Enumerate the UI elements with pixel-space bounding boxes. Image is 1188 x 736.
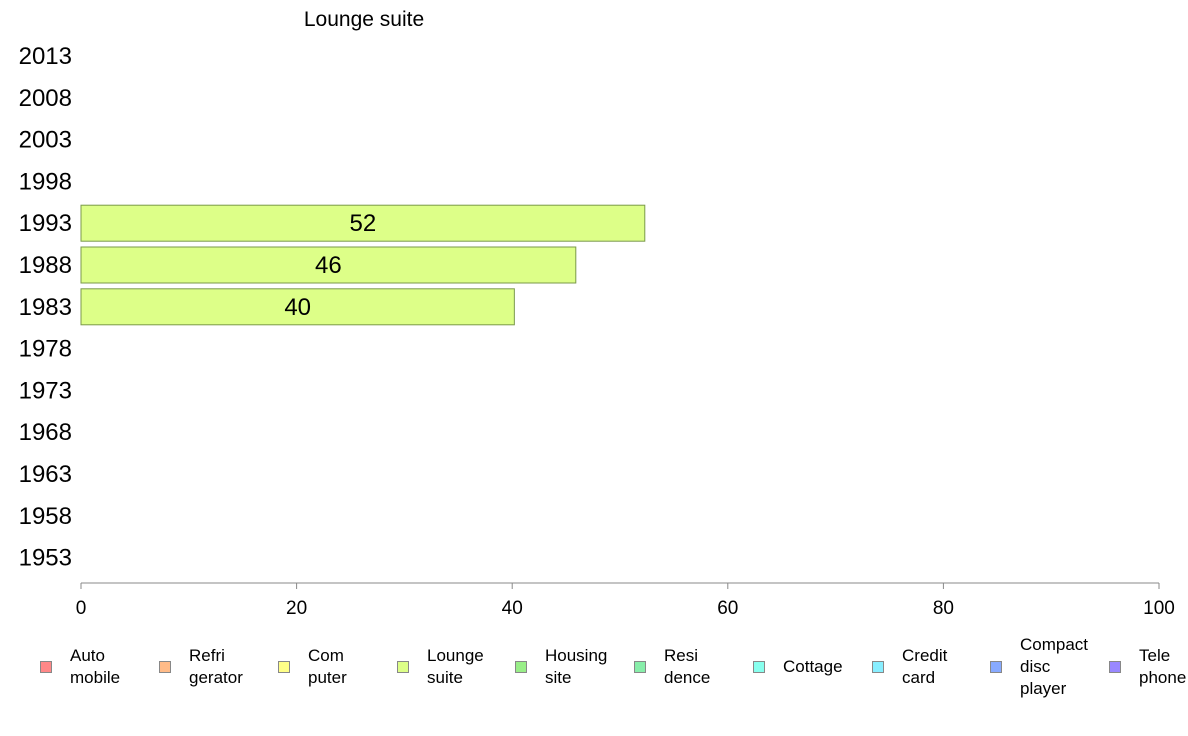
x-tick-label: 100 <box>1143 598 1175 619</box>
legend-item: Auto mobile <box>40 632 120 702</box>
x-tick-label: 0 <box>76 598 87 619</box>
legend-label: Cottage <box>783 657 843 676</box>
y-tick-label: 1958 <box>19 503 72 530</box>
x-axis: 0 20 40 60 80 100 <box>76 582 1175 619</box>
x-tick-label: 80 <box>933 598 954 619</box>
legend-swatch <box>159 661 171 673</box>
legend-label: Resi dence <box>664 646 711 687</box>
y-tick-label: 1973 <box>19 377 72 404</box>
legend-label: Lounge suite <box>427 646 484 687</box>
legend-item: Compact disc player <box>990 632 1088 702</box>
y-tick-label: 1988 <box>19 252 72 279</box>
legend-swatch <box>753 661 765 673</box>
legend-label: Credit card <box>902 646 948 687</box>
x-tick-label: 20 <box>286 598 307 619</box>
bar-value-label: 46 <box>315 252 342 279</box>
x-tick-label: 60 <box>717 598 738 619</box>
legend-swatch <box>1109 661 1121 673</box>
legend-item: Com puter <box>278 632 347 702</box>
legend-item: Cottage <box>753 632 843 702</box>
legend-item: Resi dence <box>634 632 710 702</box>
legend-label: Com puter <box>308 646 347 687</box>
y-tick-label: 1993 <box>19 210 72 237</box>
chart-title: Lounge suite <box>304 8 424 31</box>
y-tick-label: 2013 <box>19 43 72 70</box>
legend-item: Lounge suite <box>397 632 484 702</box>
bar-value-label: 40 <box>284 294 311 321</box>
bar-1983 <box>80 288 515 326</box>
legend-swatch <box>278 661 290 673</box>
bar-1988 <box>80 246 577 284</box>
legend-label: Auto mobile <box>70 646 121 687</box>
legend-item: Refri gerator <box>159 632 243 702</box>
legend-swatch <box>990 661 1002 673</box>
legend-label: Housing site <box>545 646 608 687</box>
legend-swatch <box>872 661 884 673</box>
legend-swatch <box>634 661 646 673</box>
legend-label: Compact disc player <box>1020 635 1089 698</box>
legend-swatch <box>515 661 527 673</box>
legend-swatch <box>397 661 409 673</box>
bar-1993 <box>80 204 646 242</box>
x-tick-label: 40 <box>502 598 523 619</box>
y-axis-ticks: 2013 2008 2003 1998 1993 1988 1983 1978 1973 1968… <box>19 43 72 572</box>
y-tick-label: 1983 <box>19 294 72 321</box>
legend-item: Tele phone <box>1109 632 1186 702</box>
bar-chart: Lounge suite 2013 2008 2003 1998 1993 1988 198… <box>19 8 1175 619</box>
legend: Auto mobile Refri gerator Com puter Lounge … <box>0 632 1188 702</box>
y-tick-label: 1953 <box>19 545 72 572</box>
legend-item: Credit card <box>872 632 947 702</box>
y-tick-label: 1963 <box>19 461 72 488</box>
legend-item: Housing site <box>515 632 607 702</box>
y-tick-label: 1978 <box>19 336 72 363</box>
y-tick-label: 1968 <box>19 419 72 446</box>
y-tick-label: 2008 <box>19 85 72 112</box>
legend-label: Tele phone <box>1139 646 1187 687</box>
y-tick-label: 1998 <box>19 168 72 195</box>
y-tick-label: 2003 <box>19 127 72 154</box>
bar-value-label: 52 <box>350 210 377 237</box>
legend-swatch <box>40 661 52 673</box>
legend-label: Refri gerator <box>189 646 243 687</box>
